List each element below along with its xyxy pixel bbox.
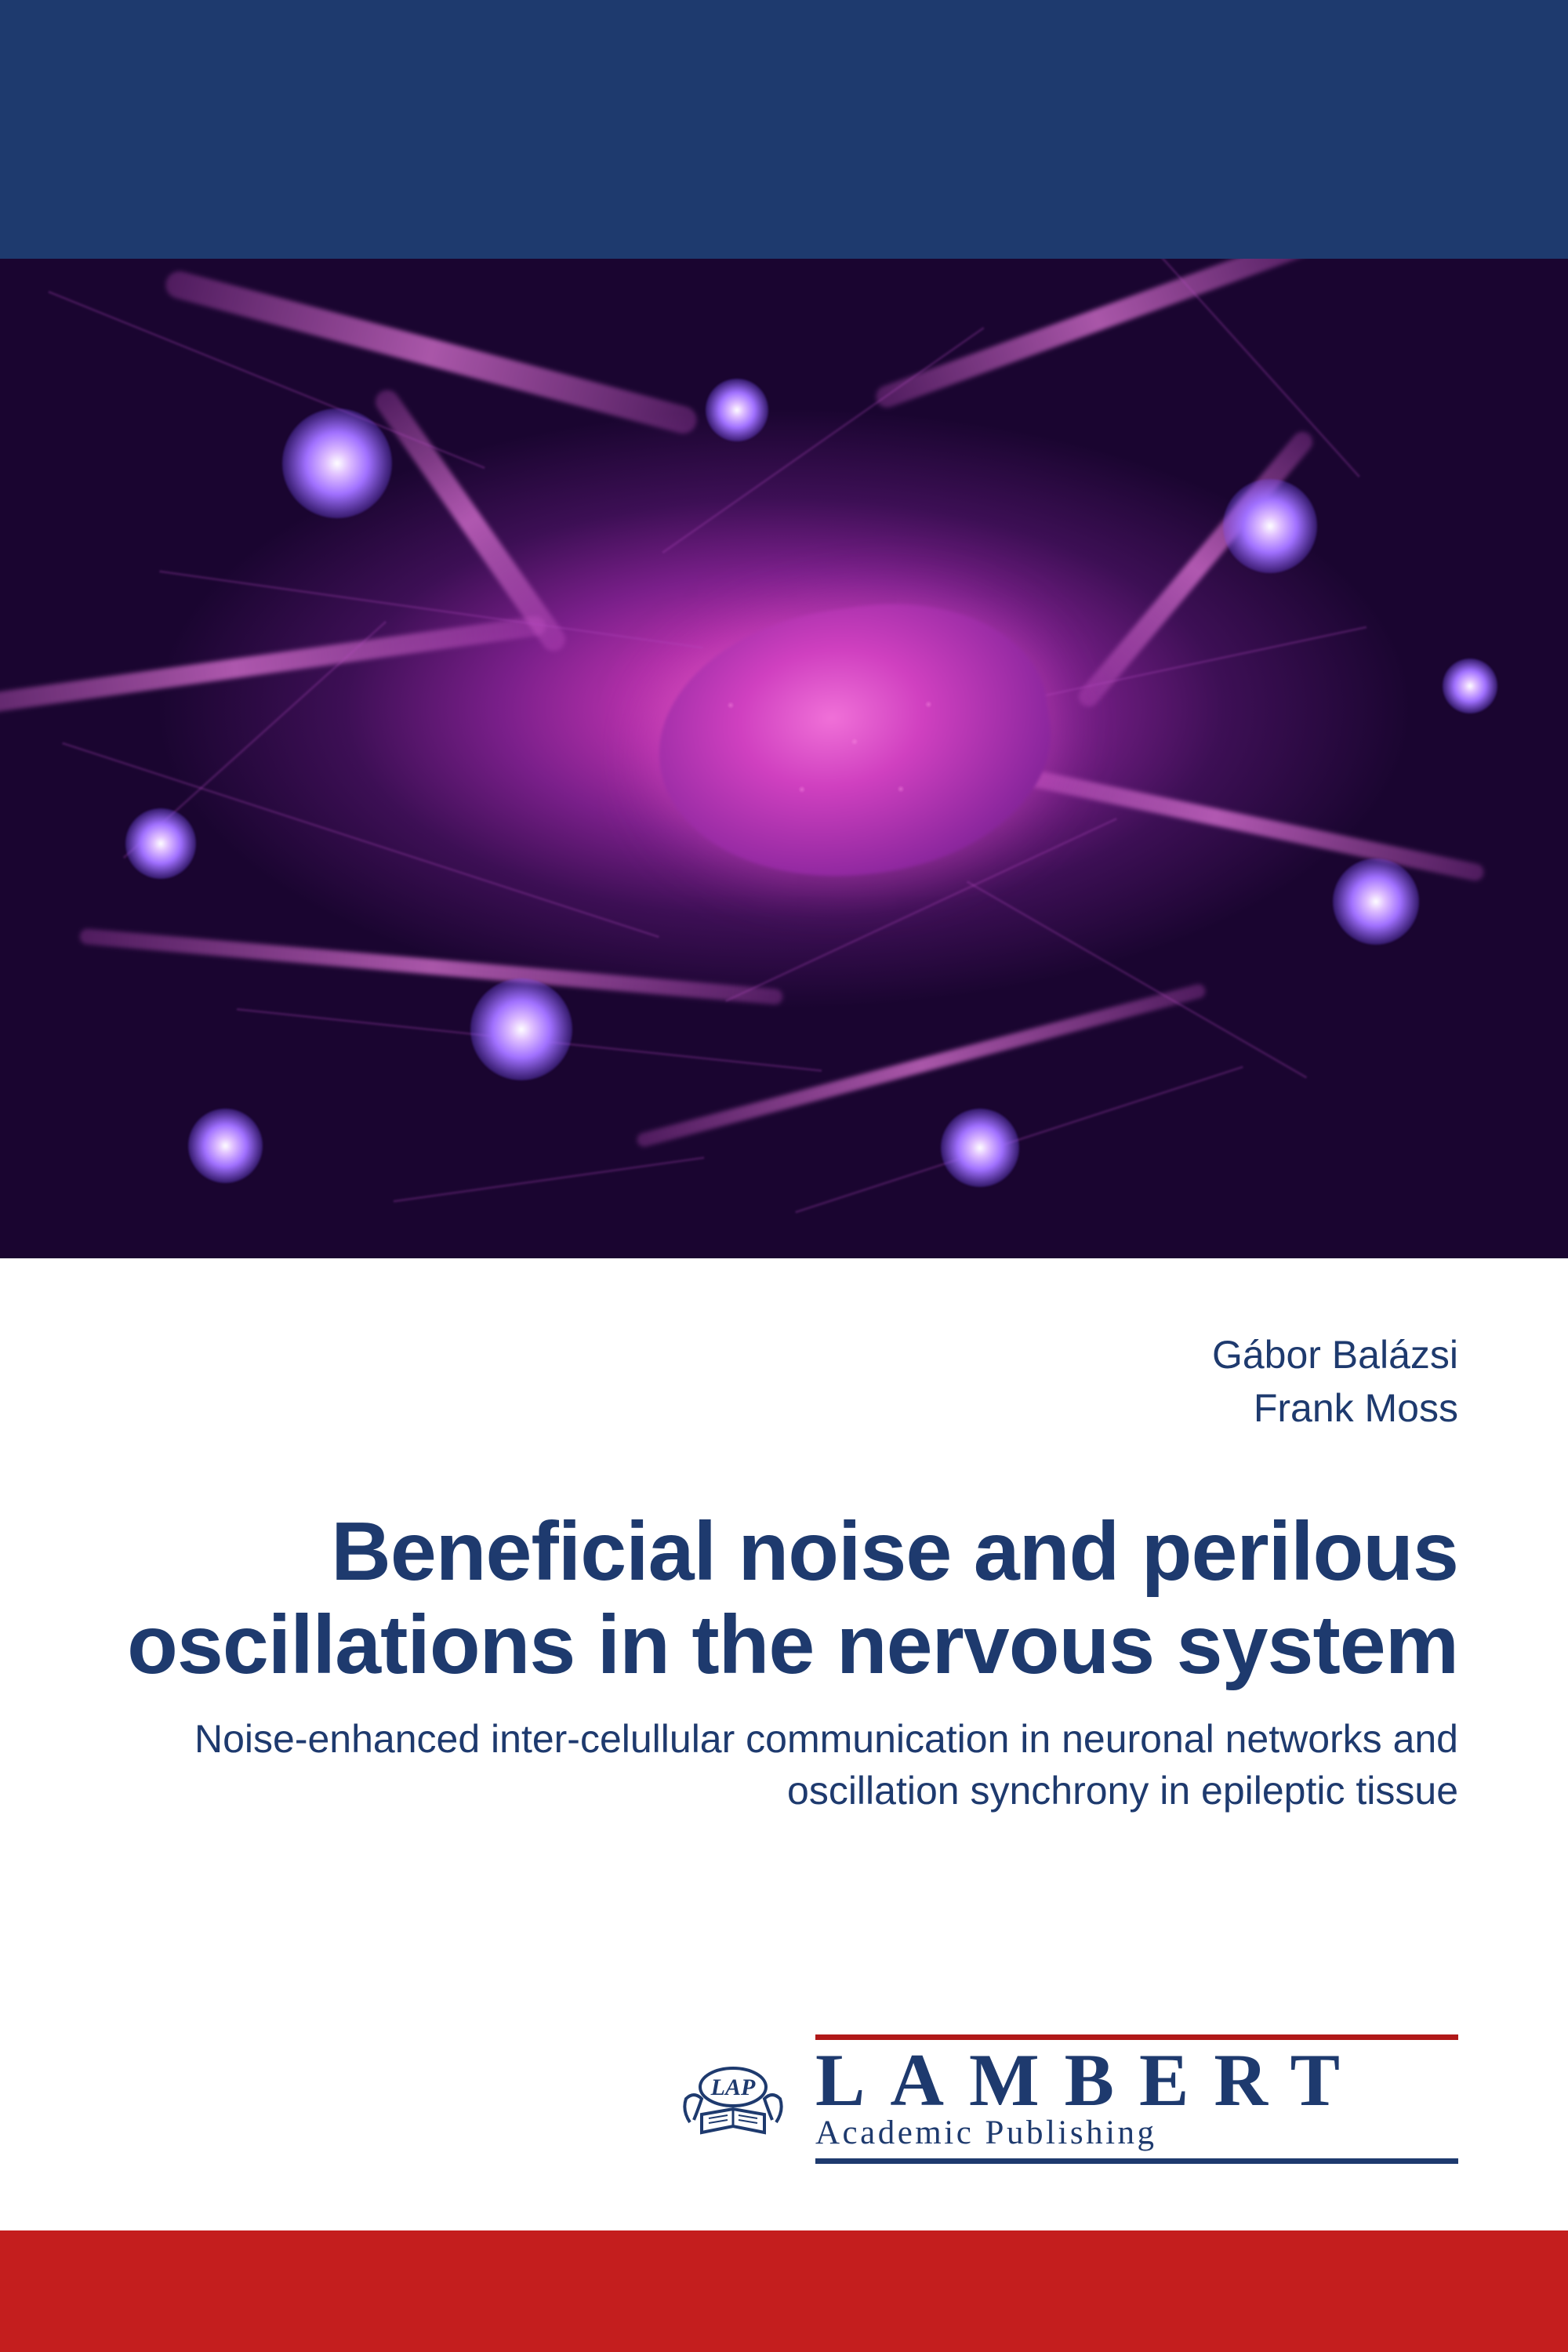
authors: Gábor Balázsi Frank Moss [110, 1329, 1458, 1435]
publisher-subtitle: Academic Publishing [815, 2114, 1458, 2152]
svg-text:LAP: LAP [710, 2074, 756, 2100]
hero-neuron-image [0, 259, 1568, 1258]
author-2: Frank Moss [110, 1382, 1458, 1436]
publisher-block: LAP LAMBERT Academic Publishing [674, 2034, 1458, 2164]
bottom-red-bar [0, 2230, 1568, 2352]
publisher-name: LAMBERT [815, 2045, 1458, 2115]
cover-text-block: Gábor Balázsi Frank Moss Beneficial nois… [0, 1258, 1568, 1817]
top-navy-bar [0, 0, 1568, 259]
publisher-bottom-rule [815, 2158, 1458, 2164]
book-title: Beneficial noise and perilous oscillatio… [110, 1505, 1458, 1691]
author-1: Gábor Balázsi [110, 1329, 1458, 1382]
publisher-text: LAMBERT Academic Publishing [815, 2034, 1458, 2164]
publisher-logo-icon: LAP [674, 2056, 792, 2142]
book-subtitle: Noise-enhanced inter-celullular communic… [110, 1713, 1458, 1817]
